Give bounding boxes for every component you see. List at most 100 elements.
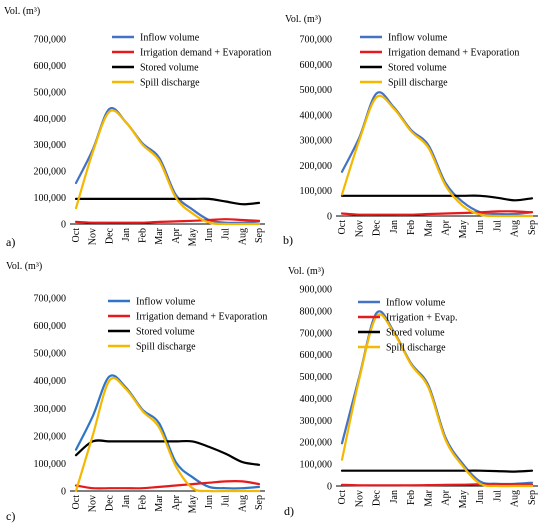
x-tick-label: Jul bbox=[492, 220, 503, 232]
x-tick-label: May bbox=[458, 220, 469, 238]
x-tick-label: May bbox=[187, 495, 198, 513]
y-axis-label: Vol. (m³) bbox=[4, 6, 40, 17]
x-tick-label: Jul bbox=[221, 228, 232, 240]
y-tick-label: 100,000 bbox=[34, 459, 67, 470]
y-axis-label: Vol. (m³) bbox=[288, 266, 324, 277]
x-tick-label: Mar bbox=[154, 494, 165, 511]
legend-entry: Stored volume bbox=[140, 63, 199, 74]
y-axis-label: Vol. (m³) bbox=[6, 261, 42, 272]
x-tick-label: May bbox=[458, 490, 469, 508]
y-tick-label: 700,000 bbox=[34, 35, 67, 46]
legend-entry: Spill discharge bbox=[386, 343, 446, 354]
panel-label: a) bbox=[6, 235, 15, 249]
x-tick-label: Jan bbox=[121, 228, 132, 241]
series-line-4 bbox=[74, 376, 261, 493]
y-tick-label: 100,000 bbox=[34, 193, 67, 204]
y-tick-label: 400,000 bbox=[300, 394, 333, 405]
y-tick-label: 600,000 bbox=[34, 61, 67, 72]
y-tick-label: 700,000 bbox=[300, 328, 333, 339]
x-tick-label: Dec bbox=[372, 489, 383, 506]
legend-entry: Stored volume bbox=[136, 327, 195, 338]
y-tick-label: 0 bbox=[327, 482, 332, 493]
y-tick-label: 100,000 bbox=[300, 186, 333, 197]
legend-entry: Inflow volume bbox=[386, 298, 446, 309]
x-tick-label: Oct bbox=[71, 495, 82, 510]
chart-panel-a: Vol. (m³) 0 100,000 200,000 300,000 400,000 50… bbox=[4, 6, 271, 249]
y-tick-label: 0 bbox=[61, 220, 66, 231]
y-tick-label: 0 bbox=[327, 212, 332, 223]
x-tick-label: Aug bbox=[510, 490, 521, 507]
y-tick-label: 500,000 bbox=[300, 372, 333, 383]
x-tick-label: Nov bbox=[354, 490, 365, 507]
y-tick-label: 300,000 bbox=[34, 404, 67, 415]
x-tick-label: Feb bbox=[138, 228, 149, 243]
x-tick-label: Apr bbox=[441, 219, 452, 235]
y-tick-label: 200,000 bbox=[34, 167, 67, 178]
legend-entry: Spill discharge bbox=[388, 78, 448, 89]
series-line-3 bbox=[74, 197, 261, 206]
legend-entry: Spill discharge bbox=[140, 78, 200, 89]
legend-entry: Spill discharge bbox=[136, 342, 196, 353]
x-tick-label: Dec bbox=[104, 227, 115, 244]
x-tick-label: Sep bbox=[254, 228, 265, 243]
x-tick-label: Dec bbox=[372, 219, 383, 236]
y-tick-label: 100,000 bbox=[300, 460, 333, 471]
legend-entry: Irrigation demand + Evaporation bbox=[140, 48, 271, 59]
series-line-2 bbox=[340, 210, 534, 216]
series-line-2 bbox=[340, 483, 534, 487]
y-tick-label: 700,000 bbox=[300, 35, 333, 46]
series-line-1 bbox=[74, 374, 261, 490]
series-line-2 bbox=[74, 218, 261, 224]
legend-entry: Irrigation demand + Evaporation bbox=[136, 312, 267, 323]
x-tick-label: Jun bbox=[204, 495, 215, 509]
y-tick-label: 500,000 bbox=[34, 349, 67, 360]
x-tick-label: Jan bbox=[389, 220, 400, 233]
y-tick-label: 400,000 bbox=[34, 114, 67, 125]
legend-entry: Inflow volume bbox=[388, 33, 448, 44]
x-tick-label: Oct bbox=[71, 228, 82, 243]
y-tick-label: 400,000 bbox=[300, 110, 333, 121]
series-line-2 bbox=[74, 480, 261, 490]
y-tick-label: 300,000 bbox=[300, 136, 333, 147]
x-tick-label: Jul bbox=[221, 495, 232, 507]
y-tick-label: 200,000 bbox=[300, 438, 333, 449]
x-tick-label: Mar bbox=[154, 227, 165, 244]
x-tick-label: Nov bbox=[88, 228, 99, 245]
x-tick-label: Oct bbox=[337, 220, 348, 235]
x-tick-label: Jun bbox=[475, 220, 486, 234]
y-tick-label: 200,000 bbox=[300, 161, 333, 172]
x-tick-label: Jul bbox=[492, 490, 503, 502]
x-tick-label: Oct bbox=[337, 490, 348, 505]
series-line-4 bbox=[340, 94, 534, 218]
x-tick-label: Jan bbox=[389, 490, 400, 503]
series-line-3 bbox=[340, 469, 534, 473]
x-tick-label: Aug bbox=[510, 220, 521, 237]
x-tick-label: Aug bbox=[237, 228, 248, 245]
y-tick-label: 600,000 bbox=[34, 321, 67, 332]
y-tick-label: 900,000 bbox=[300, 285, 333, 296]
y-axis-label: Vol. (m³) bbox=[285, 14, 321, 25]
x-tick-label: Nov bbox=[88, 495, 99, 512]
y-tick-label: 500,000 bbox=[300, 85, 333, 96]
x-tick-label: Sep bbox=[527, 220, 538, 235]
x-tick-label: Feb bbox=[406, 490, 417, 505]
chart-panel-d: Vol. (m³) 0 100,000 200,000 300,000 400,000 50… bbox=[284, 266, 538, 518]
x-tick-label: Sep bbox=[254, 495, 265, 510]
x-tick-label: Mar bbox=[423, 489, 434, 506]
y-tick-label: 600,000 bbox=[300, 350, 333, 361]
x-tick-label: Feb bbox=[138, 495, 149, 510]
x-tick-label: Apr bbox=[171, 494, 182, 510]
y-tick-label: 300,000 bbox=[300, 416, 333, 427]
series-line-4 bbox=[74, 109, 261, 226]
y-tick-label: 700,000 bbox=[34, 294, 67, 305]
x-tick-label: Sep bbox=[527, 490, 538, 505]
series-line-3 bbox=[74, 439, 261, 466]
legend-entry: Irrigation + Evap. bbox=[386, 313, 457, 324]
chart-panel-c: Vol. (m³) 0 100,000 200,000 300,000 400,000 50… bbox=[6, 261, 267, 523]
y-tick-label: 400,000 bbox=[34, 376, 67, 387]
y-tick-label: 200,000 bbox=[34, 431, 67, 442]
x-tick-label: Apr bbox=[441, 489, 452, 505]
x-tick-label: Feb bbox=[406, 220, 417, 235]
y-tick-label: 300,000 bbox=[34, 140, 67, 151]
